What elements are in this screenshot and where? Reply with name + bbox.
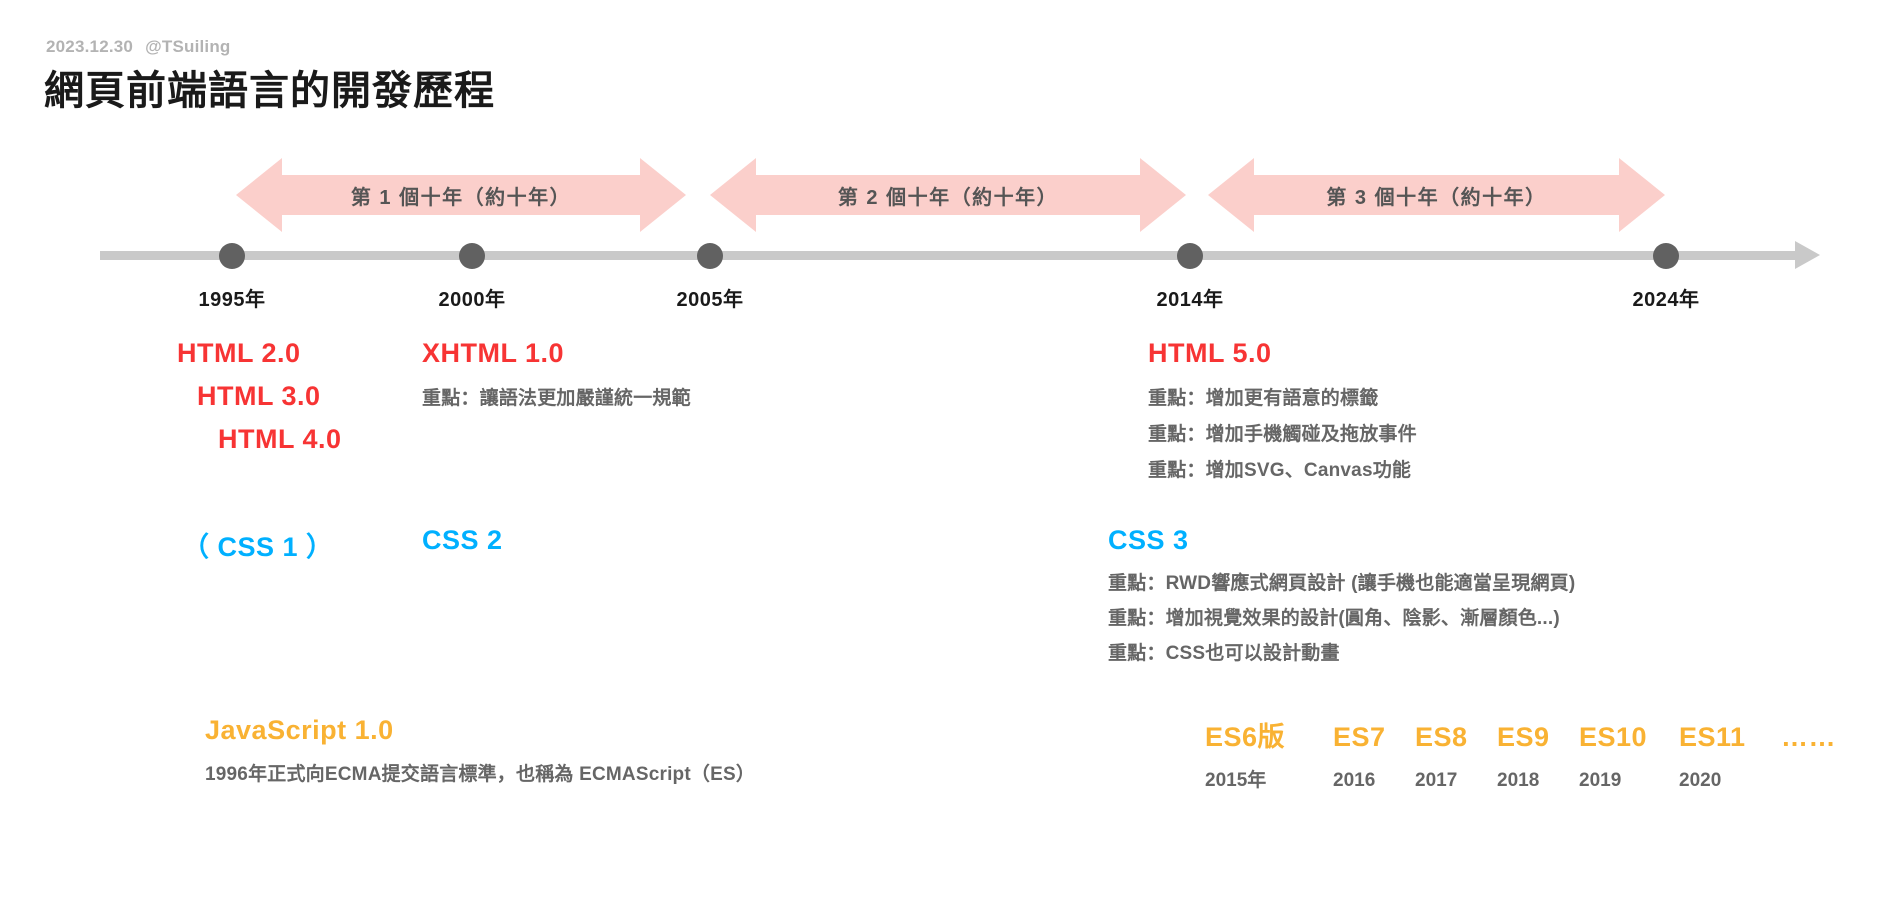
header-author: @TSuiling [145, 37, 231, 56]
page-title: 網頁前端語言的開發歷程 [44, 69, 495, 113]
html-early-versions-block: HTML 2.0 HTML 3.0 HTML 4.0 [170, 338, 342, 467]
css3-block: CSS 3 重點：RWD響應式網頁設計 (讓手機也能適當呈現網頁) 重點：增加視… [1108, 525, 1575, 673]
timeline-dot-1995年 [219, 243, 245, 269]
html-version-label: HTML 4.0 [218, 424, 342, 454]
css3-heading: CSS 3 [1108, 525, 1189, 555]
css3-detail: 重點：CSS也可以設計動畫 [1108, 643, 1340, 664]
css1-heading: （ CSS 1 ） [182, 532, 334, 562]
ecmascript-version-label: ES6版 [1205, 722, 1286, 752]
timeline-dot-2000年 [459, 243, 485, 269]
decade-arrow-shape-icon [1208, 158, 1665, 232]
timeline-year-label: 2014年 [1156, 289, 1224, 311]
html5-detail: 重點：增加更有語意的標籤 [1148, 388, 1379, 409]
html-version-label: HTML 2.0 [177, 338, 301, 368]
ecmascript-version-label: ES9 [1497, 722, 1550, 752]
javascript-heading: JavaScript 1.0 [205, 715, 394, 745]
ecmascript-year-label: 2019 [1579, 770, 1622, 791]
html5-heading: HTML 5.0 [1148, 338, 1272, 368]
ecmascript-year-label: 2018 [1497, 770, 1540, 791]
xhtml-detail: 重點：讓語法更加嚴謹統一規範 [422, 388, 691, 409]
xhtml-heading: XHTML 1.0 [422, 338, 565, 368]
timeline-dot-2024年 [1653, 243, 1679, 269]
decade-arrow-shape-icon [710, 158, 1186, 232]
css3-detail: 重點：RWD響應式網頁設計 (讓手機也能適當呈現網頁) [1108, 573, 1576, 594]
timeline-year-label: 2005年 [676, 289, 744, 311]
ecmascript-year-label: 2015年 [1205, 770, 1267, 791]
timeline-axis-line [100, 251, 1800, 260]
decade-arrow-label: 第 2 個十年（約十年） [837, 186, 1059, 209]
css2-block: CSS 2 [422, 525, 503, 556]
javascript-block: JavaScript 1.0 1996年正式向ECMA提交語言標準，也稱為 EC… [205, 715, 755, 786]
css1-block: （ CSS 1 ） [182, 525, 334, 564]
ecmascript-version-label: ES8 [1415, 722, 1468, 752]
decade-arrow-1: 第 1 個十年（約十年） [236, 158, 686, 232]
xhtml-block: XHTML 1.0 重點：讓語法更加嚴謹統一規範 [422, 338, 691, 410]
ecmascript-year-label: 2017 [1415, 770, 1458, 791]
header-meta: 2023.12.30 @TSuiling [46, 37, 231, 57]
ecmascript-block: ES6版 ES7 ES8 ES9 ES10 ES11…… 2015年 2016 2017 201… [1205, 715, 1871, 792]
timeline-axis-arrow-icon [1795, 241, 1820, 269]
html-version-label: HTML 3.0 [197, 381, 321, 411]
ecmascript-version-row: ES6版 ES7 ES8 ES9 ES10 ES11 …… [1205, 715, 1871, 754]
html5-detail: 重點：增加SVG、Canvas功能 [1148, 460, 1412, 481]
css3-detail: 重點：增加視覺效果的設計(圓角、陰影、漸層顏色...) [1108, 608, 1560, 629]
timeline-year-label: 2024年 [1632, 289, 1700, 311]
decade-arrow-2: 第 2 個十年（約十年） [710, 158, 1186, 232]
ecmascript-version-label: ES10 [1579, 722, 1648, 752]
header-date: 2023.12.30 [46, 37, 134, 56]
decade-arrow-3: 第 3 個十年（約十年） [1208, 158, 1665, 232]
ecmascript-version-label: ES11 [1679, 722, 1746, 752]
ecmascript-version-label: ES7 [1333, 722, 1386, 752]
timeline-dot-2005年 [697, 243, 723, 269]
ecmascript-version-label: …… [1781, 722, 1836, 752]
javascript-detail: 1996年正式向ECMA提交語言標準，也稱為 ECMAScript（ES） [205, 764, 756, 785]
decade-arrow-label: 第 3 個十年（約十年） [1326, 186, 1547, 209]
ecmascript-year-label: 2016 [1333, 770, 1376, 791]
timeline-year-label: 1995年 [198, 289, 266, 311]
html5-detail: 重點：增加手機觸碰及拖放事件 [1148, 424, 1417, 445]
html5-block: HTML 5.0 重點：增加更有語意的標籤 重點：增加手機觸碰及拖放事件 重點：… [1148, 338, 1417, 491]
ecmascript-year-label: 2020 [1679, 770, 1722, 791]
timeline-dot-2014年 [1177, 243, 1203, 269]
decade-arrow-shape-icon [236, 158, 686, 232]
decade-arrow-label: 第 1 個十年（約十年） [350, 186, 572, 209]
ecmascript-year-row: 2015年 2016 2017 2018 2019 2020 [1205, 765, 1871, 792]
css2-heading: CSS 2 [422, 525, 503, 555]
timeline-year-label: 2000年 [438, 289, 506, 311]
